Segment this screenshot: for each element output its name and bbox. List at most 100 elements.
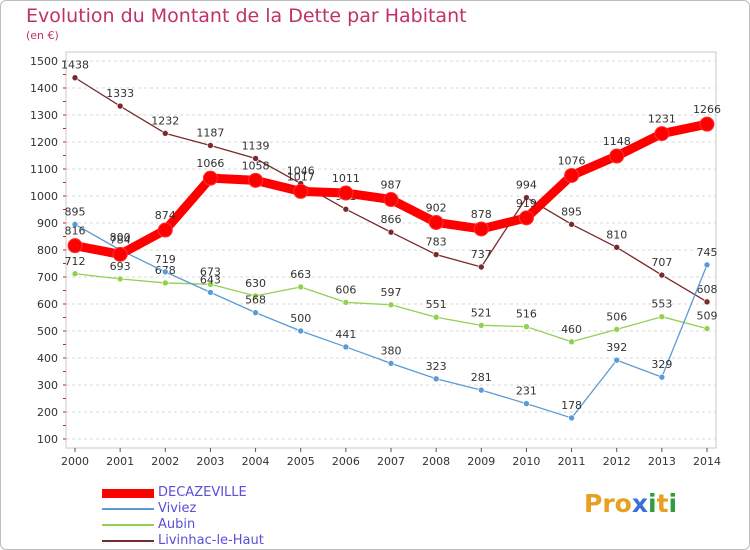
- legend-item: Aubin: [102, 517, 264, 533]
- data-label: 707: [651, 256, 672, 269]
- data-point: [207, 142, 214, 149]
- logo-letter: i: [668, 489, 678, 518]
- series-livinhac-le-haut: 1438133312321187113910469518667837379948…: [61, 59, 718, 306]
- data-point: [116, 275, 124, 283]
- data-point: [428, 214, 444, 230]
- y-tick-label: 700: [37, 271, 58, 284]
- data-point: [703, 298, 711, 306]
- data-label: 553: [651, 298, 672, 311]
- data-label: 323: [426, 360, 447, 373]
- data-point: [518, 210, 534, 226]
- legend-item: DECAZEVILLE: [102, 485, 264, 501]
- data-label: 606: [335, 283, 356, 296]
- legend-swatch: [102, 508, 154, 510]
- logo-letter: P: [584, 489, 603, 518]
- data-label: 1076: [558, 154, 586, 167]
- data-label: 1231: [648, 113, 676, 126]
- data-label: 500: [290, 312, 311, 325]
- data-label: 866: [381, 213, 402, 226]
- data-label: 506: [606, 310, 627, 323]
- x-tick-label: 2000: [61, 455, 89, 468]
- x-tick-label: 2003: [196, 455, 224, 468]
- data-label: 1011: [332, 172, 360, 185]
- series-viviez: 895 800 719 643 568 500 441 380 323 281 231 178 392 3…: [65, 205, 718, 422]
- data-label: 608: [697, 283, 718, 296]
- data-point: [699, 116, 715, 132]
- x-tick-label: 2004: [242, 455, 270, 468]
- data-label: 1148: [603, 135, 631, 148]
- legend-swatch: [102, 524, 154, 526]
- x-tick-label: 2002: [151, 455, 179, 468]
- data-point: [613, 356, 621, 364]
- data-label: 902: [426, 201, 447, 214]
- y-tick-label: 1400: [30, 82, 58, 95]
- data-point: [161, 279, 169, 287]
- data-point: [654, 126, 670, 142]
- data-point: [71, 74, 79, 82]
- data-label: 895: [561, 205, 582, 218]
- data-label: 178: [561, 399, 582, 412]
- x-tick-label: 2006: [332, 455, 360, 468]
- data-point: [71, 270, 79, 278]
- data-point: [432, 313, 440, 321]
- legend-label: Livinhac-le-Haut: [158, 533, 264, 548]
- data-point: [157, 222, 173, 238]
- data-label: 810: [606, 228, 627, 241]
- data-point: [703, 325, 711, 332]
- data-point: [703, 261, 711, 269]
- y-tick-label: 500: [37, 325, 58, 338]
- data-label: 1058: [242, 159, 270, 172]
- data-point: [477, 322, 485, 329]
- series-decazeville: 816 784 874 1066 1058 1017 1011 987 902 878 919 107…: [65, 103, 721, 262]
- y-tick-label: 1100: [30, 163, 58, 176]
- legend-label: Viviez: [158, 501, 197, 516]
- data-label: 1017: [287, 170, 315, 183]
- data-point: [202, 170, 218, 186]
- data-label: 1232: [151, 114, 179, 127]
- proxiti-logo: Proxiti: [584, 489, 677, 518]
- data-label: 1333: [106, 87, 134, 100]
- data-label: 521: [471, 306, 492, 319]
- series-aubin: 7126936786736306636065975515215164605065…: [65, 255, 718, 346]
- data-point: [568, 338, 575, 346]
- data-point: [112, 246, 128, 262]
- data-label: 673: [200, 265, 221, 278]
- data-label: 1139: [242, 139, 270, 152]
- data-point: [477, 263, 485, 271]
- logo-letter: r: [602, 489, 615, 518]
- data-point: [432, 251, 440, 258]
- data-point: [387, 301, 395, 309]
- legend-item: Viviez: [102, 501, 264, 517]
- x-tick-label: 2011: [558, 455, 586, 468]
- data-point: [609, 148, 625, 164]
- legend-swatch: [102, 540, 154, 542]
- chart-title: Evolution du Montant de la Dette par Hab…: [26, 5, 467, 27]
- data-point: [297, 327, 305, 335]
- data-point: [342, 343, 350, 351]
- data-label: 392: [606, 341, 627, 354]
- data-point: [658, 271, 666, 279]
- data-point: [252, 155, 259, 162]
- logo-letter: x: [631, 489, 648, 518]
- data-label: 719: [155, 253, 176, 266]
- data-label: 1187: [196, 127, 224, 140]
- x-tick-label: 2001: [106, 455, 134, 468]
- data-point: [342, 299, 350, 306]
- data-label: 1046: [287, 165, 315, 178]
- data-point: [252, 309, 259, 316]
- y-tick-label: 1500: [30, 55, 58, 68]
- legend-label: Aubin: [158, 517, 196, 532]
- data-label: 568: [245, 294, 266, 307]
- logo-letter: t: [656, 489, 669, 518]
- data-label: 784: [110, 233, 131, 246]
- chart-unit: (en €): [26, 29, 59, 42]
- x-tick-label: 2007: [377, 455, 405, 468]
- data-point: [207, 289, 214, 296]
- data-label: 329: [651, 358, 672, 371]
- data-label: 551: [426, 298, 447, 311]
- data-label: 1438: [61, 59, 89, 72]
- data-point: [613, 244, 621, 251]
- x-tick-label: 2008: [422, 455, 450, 468]
- y-tick-label: 400: [37, 352, 58, 365]
- data-label: 380: [381, 344, 402, 357]
